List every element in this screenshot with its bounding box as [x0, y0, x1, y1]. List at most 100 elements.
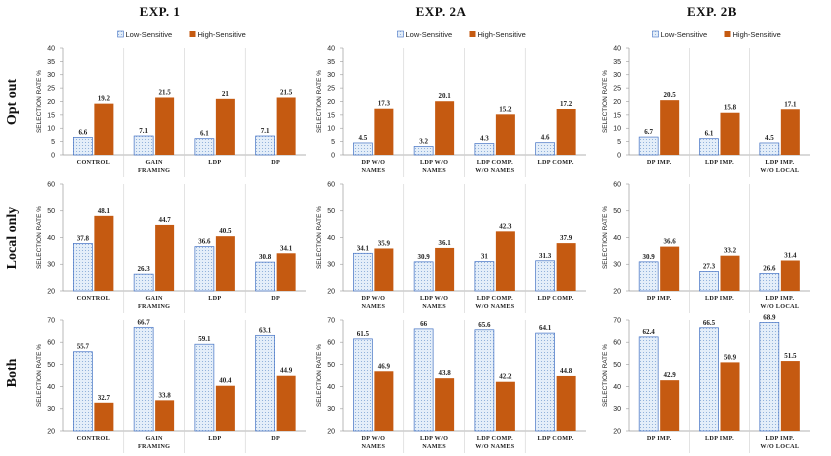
bar-low-sensitive: [73, 136, 93, 156]
y-tick-label: 60: [327, 340, 335, 347]
value-label-low: 30.9: [643, 253, 656, 261]
value-label-low: 61.5: [357, 330, 370, 338]
y-tick-label: 20: [613, 428, 621, 435]
bar-high-sensitive: [780, 361, 800, 431]
bar-low-sensitive: [638, 336, 659, 432]
value-label-high: 37.9: [560, 234, 573, 242]
y-tick-label: 40: [327, 384, 335, 391]
value-label-high: 21.5: [280, 88, 293, 96]
bar-low-sensitive: [413, 261, 434, 292]
y-tick-label: 10: [327, 126, 335, 133]
legend-high-label: High-Sensitive: [478, 30, 526, 39]
y-tick-label: 20: [613, 99, 621, 106]
value-label-high: 36.1: [439, 239, 452, 247]
panel-exp2b-both: 20 30 40 50 60 70 SELECTION RATE % 62.4 42.9 DP I…: [602, 313, 810, 453]
bar-high-sensitive: [215, 98, 235, 155]
panel-exp2b-opt-out: 0 5 10 15 20 25 30 35 40 SELECTION RATE % 6.7 20.5 D…: [602, 45, 810, 177]
category-label: DP IMP.: [647, 295, 672, 302]
y-tick-label: 60: [47, 181, 55, 188]
value-label-high: 48.1: [98, 207, 111, 215]
bar-high-sensitive: [660, 380, 680, 431]
value-label-low: 36.6: [198, 238, 211, 246]
value-label-low: 30.8: [259, 253, 272, 261]
category-label: FRAMING: [138, 303, 170, 310]
legend-3: Low-Sensitive High-Sensitive: [652, 30, 781, 39]
category-label: DP W/O: [361, 295, 385, 302]
bar-low-sensitive: [413, 146, 434, 156]
value-label-high: 15.2: [499, 105, 512, 113]
bar-high-sensitive: [780, 109, 800, 155]
y-tick-label: 35: [47, 59, 55, 66]
value-label-high: 40.4: [219, 377, 232, 385]
value-label-low: 27.3: [703, 262, 716, 270]
y-tick-label: 30: [47, 406, 55, 413]
y-tick-label: 5: [51, 139, 55, 146]
value-label-low: 62.4: [643, 328, 656, 336]
category-label: LDP W/O: [420, 435, 448, 442]
value-label-low: 37.8: [77, 234, 90, 242]
bar-low-sensitive: [638, 136, 659, 156]
bar-low-sensitive: [353, 252, 373, 292]
value-label-low: 66.5: [703, 319, 716, 327]
row-label-opt-out: Opt out: [5, 79, 20, 126]
legend-low-label: Low-Sensitive: [661, 30, 708, 39]
bar-low-sensitive: [353, 142, 373, 156]
category-label: FRAMING: [138, 167, 170, 174]
value-label-high: 36.6: [664, 238, 677, 246]
bar-high-sensitive: [556, 108, 576, 155]
bar-low-sensitive: [759, 322, 780, 432]
value-label-low: 59.1: [198, 335, 211, 343]
y-tick-label: 0: [331, 152, 335, 159]
y-tick-label: 25: [327, 86, 335, 93]
category-label: LDP IMP.: [705, 159, 734, 166]
value-label-low: 26.6: [763, 264, 776, 272]
legend-high-swatch: [469, 31, 476, 37]
y-axis-title: SELECTION RATE %: [36, 206, 43, 269]
bar-high-sensitive: [660, 100, 680, 155]
category-label: CONTROL: [77, 435, 110, 442]
bar-high-sensitive: [660, 246, 680, 291]
y-tick-label: 15: [327, 112, 335, 119]
category-label: LDP: [208, 295, 221, 302]
value-label-low: 63.1: [259, 326, 272, 334]
value-label-high: 51.5: [784, 352, 797, 360]
category-label: FRAMING: [138, 443, 170, 450]
category-label: GAIN: [145, 435, 163, 442]
bar-high-sensitive: [276, 253, 296, 291]
value-label-low: 31: [481, 253, 489, 261]
row-label-local-only: Local only: [5, 207, 20, 270]
bar-high-sensitive: [720, 112, 740, 155]
bar-low-sensitive: [133, 326, 154, 432]
panel-exp2a-local-only: 20 30 40 50 60 SELECTION RATE % 34.1 35.9 DP W/O…: [316, 181, 586, 313]
y-tick-label: 50: [613, 208, 621, 215]
value-label-high: 15.8: [724, 104, 737, 112]
y-tick-label: 30: [47, 262, 55, 269]
y-axis-title: SELECTION RATE %: [602, 206, 609, 269]
panel-exp2b-local-only: 20 30 40 50 60 SELECTION RATE % 30.9 36.6 DP IMP…: [602, 181, 810, 313]
y-tick-label: 40: [613, 45, 621, 52]
bar-high-sensitive: [374, 371, 394, 431]
y-tick-label: 20: [327, 99, 335, 106]
y-tick-label: 40: [47, 235, 55, 242]
value-label-low: 4.5: [359, 134, 368, 142]
y-tick-label: 50: [613, 362, 621, 369]
value-label-low: 55.7: [77, 343, 90, 351]
bar-low-sensitive: [535, 260, 555, 292]
y-tick-label: 40: [47, 45, 55, 52]
value-label-high: 21.5: [159, 88, 172, 96]
value-label-high: 32.7: [98, 394, 111, 402]
value-label-high: 20.1: [439, 92, 452, 100]
bar-low-sensitive: [194, 246, 215, 292]
bar-low-sensitive: [535, 332, 555, 432]
bar-high-sensitive: [155, 224, 175, 291]
panel-exp2a-opt-out: 0 5 10 15 20 25 30 35 40 SELECTION RATE % 4.5 17.3 D…: [316, 45, 586, 177]
bar-low-sensitive: [255, 261, 275, 292]
bar-low-sensitive: [255, 334, 275, 432]
value-label-low: 31.3: [539, 252, 552, 260]
bar-low-sensitive: [353, 338, 373, 432]
value-label-high: 40.5: [219, 227, 232, 235]
bar-high-sensitive: [374, 108, 394, 155]
y-axis-title: SELECTION RATE %: [316, 206, 323, 269]
value-label-high: 44.7: [159, 216, 172, 224]
